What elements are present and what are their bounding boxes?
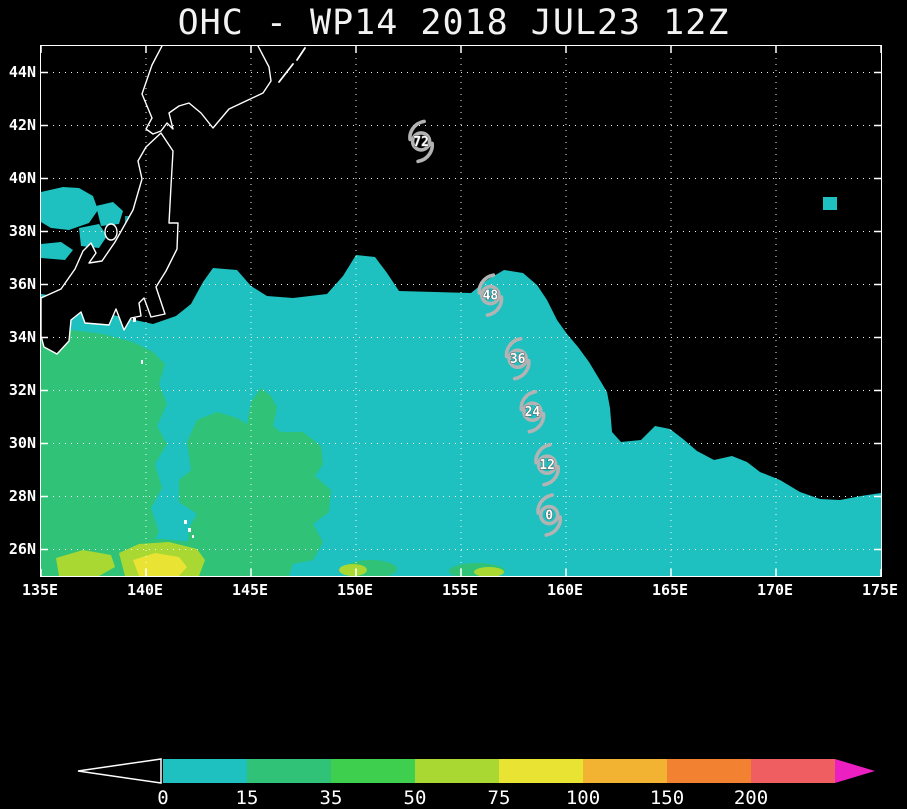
cyclone-arm-top <box>504 336 523 359</box>
coastlines <box>41 46 306 538</box>
cyclone-arm-top <box>534 442 552 465</box>
hokkaido-coastline <box>141 46 272 135</box>
lat-tick-label-40N: 40N <box>8 168 36 187</box>
ohc-region-green-west <box>41 330 167 576</box>
lat-tick-label-30N: 30N <box>8 433 36 452</box>
lon-tick-label-160E: 160E <box>546 581 584 599</box>
ohc-blob-chartreuse-south-1 <box>339 564 367 576</box>
colorbar-label-200: 200 <box>733 787 769 809</box>
cyclone-arm-bottom <box>512 358 531 381</box>
colorbar-segment-0 <box>163 759 247 783</box>
cyclone-arm-bottom <box>542 464 561 487</box>
honshu-coastline <box>41 132 179 355</box>
lat-tick-label-34N: 34N <box>8 327 36 346</box>
ohc-cell-northeast <box>823 197 837 210</box>
colorbar-segment-100 <box>583 759 667 783</box>
colorbar-label-150: 150 <box>649 787 685 809</box>
cyclone-arm-top <box>519 389 538 412</box>
ogasawara-island-2 <box>188 528 191 532</box>
ohc-region-sea-of-japan-1 <box>41 187 98 230</box>
storm-symbol-h48: 48 <box>477 273 504 317</box>
ogasawara-island-1 <box>184 520 187 524</box>
storm-symbol-h24: 24 <box>519 389 546 434</box>
colorbar-segment-50 <box>415 759 499 783</box>
cyclone-arm-bottom <box>544 515 563 537</box>
lon-tick-label-150E: 150E <box>336 581 374 599</box>
colorbar-label-75: 75 <box>487 787 511 809</box>
colorbar-label-0: 0 <box>157 787 169 809</box>
storm-hour-label: 72 <box>413 135 429 150</box>
tropical-cyclone-icon <box>480 284 501 306</box>
colorbar-over-arrow <box>835 759 875 783</box>
colorbar-segment-75 <box>499 759 583 783</box>
lon-tick-label-175E: 175E <box>861 581 899 599</box>
chart-title: OHC - WP14 2018 JUL23 12Z <box>177 3 730 43</box>
hachijojima-island <box>141 360 143 364</box>
lat-tick-label-36N: 36N <box>8 274 36 293</box>
frame-ticks <box>41 46 881 576</box>
ohc-region-chartreuse-1 <box>56 550 115 576</box>
storm-hour-label: 24 <box>525 405 541 420</box>
lat-tick-label-28N: 28N <box>8 486 36 505</box>
tropical-cyclone-icon <box>536 454 558 476</box>
colorbar-labels: 0 15 35 50 75 100 150 200 <box>75 787 877 809</box>
cyclone-arm-top <box>477 273 496 295</box>
izu-oshima-island <box>133 318 136 322</box>
lon-tick-label-165E: 165E <box>651 581 689 599</box>
colorbar-canvas <box>77 758 875 784</box>
cyclone-arm-bottom <box>485 295 504 317</box>
cyclone-arm-bottom <box>416 141 435 164</box>
colorbar <box>75 756 877 786</box>
colorbar-label-35: 35 <box>319 787 343 809</box>
tropical-cyclone-icon <box>538 504 560 526</box>
storm-hour-label: 36 <box>510 352 526 367</box>
tropical-cyclone-icon <box>507 348 529 370</box>
lat-tick-label-32N: 32N <box>8 380 36 399</box>
lat-tick-label-42N: 42N <box>8 115 36 134</box>
storm-symbol-h12: 12 <box>534 442 561 487</box>
ohc-field <box>41 46 881 576</box>
lon-tick-label-155E: 155E <box>441 581 479 599</box>
ohc-region-sea-of-japan-2 <box>96 202 123 226</box>
colorbar-label-50: 50 <box>403 787 427 809</box>
map-canvas: 0 12 24 36 48 72 <box>41 46 881 576</box>
colorbar-under-arrow <box>77 758 162 784</box>
cyclone-arm-top <box>536 493 554 515</box>
lat-tick-label-44N: 44N <box>8 62 36 81</box>
storm-hour-label: 48 <box>483 289 499 304</box>
colorbar-segment-15 <box>247 759 331 783</box>
kuril-islands-coastline <box>278 47 306 83</box>
colorbar-segment-150 <box>667 759 751 783</box>
tropical-cyclone-icon <box>410 131 432 152</box>
ohc-region-west-coast <box>41 242 73 260</box>
gridlines <box>41 46 881 576</box>
colorbar-segment-35 <box>331 759 415 783</box>
ogasawara-island-3 <box>192 535 194 538</box>
lon-tick-label-135E: 135E <box>21 581 59 599</box>
ohc-blob-chartreuse-south-2 <box>474 567 504 576</box>
lon-tick-label-145E: 145E <box>231 581 269 599</box>
lat-tick-label-26N: 26N <box>8 539 36 558</box>
storm-track: 0 12 24 36 48 72 <box>408 119 563 537</box>
colorbar-segment-200 <box>751 759 835 783</box>
map-frame: 0 12 24 36 48 72 <box>40 45 882 577</box>
tropical-cyclone-icon <box>522 401 543 423</box>
lon-tick-label-140E: 140E <box>126 581 164 599</box>
lat-tick-label-38N: 38N <box>8 221 36 240</box>
ohc-region-green-center <box>179 388 331 576</box>
storm-hour-label: 12 <box>539 458 555 473</box>
storm-hour-label: 0 <box>545 509 553 524</box>
ohc-region-toyama-bay <box>79 224 107 248</box>
cyclone-arm-bottom <box>527 411 546 434</box>
lon-tick-label-170E: 170E <box>756 581 794 599</box>
colorbar-label-15: 15 <box>235 787 259 809</box>
small-islands <box>133 318 194 538</box>
storm-symbol-h72: 72 <box>408 119 435 164</box>
colorbar-label-100: 100 <box>565 787 601 809</box>
storm-symbol-h0: 0 <box>536 493 563 537</box>
sado-island <box>104 223 118 241</box>
storm-symbol-h36: 36 <box>504 336 531 381</box>
cyclone-arm-top <box>408 119 426 142</box>
